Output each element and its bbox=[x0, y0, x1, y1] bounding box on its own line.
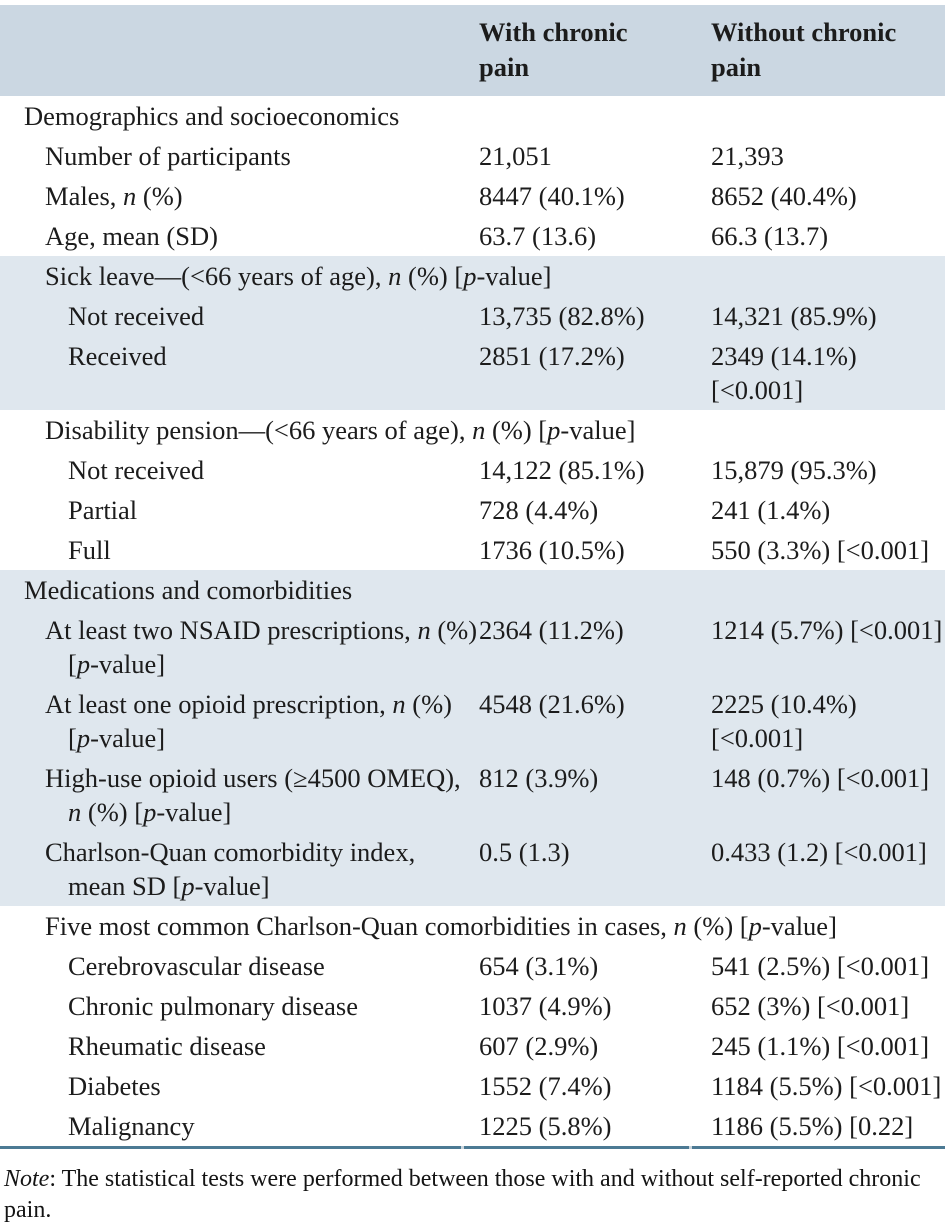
row-label: Diabetes bbox=[68, 1071, 161, 1101]
cell-without-chronic-pain: 1214 (5.7%) [<0.001] bbox=[711, 610, 945, 684]
row-label: Cerebrovascular disease bbox=[68, 951, 325, 981]
cell-without-chronic-pain: 541 (2.5%) [<0.001] bbox=[711, 951, 930, 981]
cell-without-chronic-pain: 66.3 (13.7) bbox=[711, 221, 829, 251]
row-label: Malignancy bbox=[68, 1111, 195, 1141]
cell-without-chronic-pain: 21,393 bbox=[711, 141, 784, 171]
table-row: Charlson-Quan comorbidity index, mean SD … bbox=[0, 832, 945, 906]
cell-with-chronic-pain: 607 (2.9%) bbox=[479, 1031, 599, 1061]
section-row: Disability pension—(<66 years of age), n… bbox=[0, 410, 945, 450]
table-row: Malignancy 1225 (5.8%) 1186 (5.5%) [0.22] bbox=[0, 1106, 945, 1146]
cell-without-chronic-pain: 15,879 (95.3%) bbox=[711, 455, 877, 485]
column-header-without-chronic-pain: Without chronic pain bbox=[711, 5, 945, 96]
cell-with-chronic-pain: 2364 (11.2%) bbox=[479, 610, 711, 684]
column-header-with-chronic-pain: With chronic pain bbox=[479, 5, 711, 96]
table-row: Diabetes 1552 (7.4%) 1184 (5.5%) [<0.001] bbox=[0, 1066, 945, 1106]
cell-with-chronic-pain: 8447 (40.1%) bbox=[479, 181, 625, 211]
cell-with-chronic-pain: 728 (4.4%) bbox=[479, 495, 599, 525]
cell-with-chronic-pain: 14,122 (85.1%) bbox=[479, 455, 645, 485]
cell-without-chronic-pain: 245 (1.1%) [<0.001] bbox=[711, 1031, 930, 1061]
cell-without-chronic-pain: 241 (1.4%) bbox=[711, 495, 831, 525]
cell-with-chronic-pain: 0.5 (1.3) bbox=[479, 832, 711, 906]
table-row: Number of participants 21,051 21,393 bbox=[0, 136, 945, 176]
cell-without-chronic-pain: 2225 (10.4%) [<0.001] bbox=[711, 684, 945, 758]
row-label: Medications and comorbidities bbox=[0, 570, 945, 610]
cell-with-chronic-pain: 1037 (4.9%) bbox=[479, 991, 612, 1021]
section-row: Five most common Charlson-Quan comorbidi… bbox=[0, 906, 945, 946]
table-row: Age, mean (SD) 63.7 (13.6) 66.3 (13.7) bbox=[0, 216, 945, 256]
row-label: Sick leave—(<66 years of age), n (%) [p-… bbox=[0, 256, 945, 296]
section-row: Demographics and socioeconomics bbox=[0, 96, 945, 136]
table-row: High-use opioid users (≥4500 OMEQ), n (%)… bbox=[0, 758, 945, 832]
table-row: Not received 14,122 (85.1%) 15,879 (95.3%) bbox=[0, 450, 945, 490]
row-label: Number of participants bbox=[45, 141, 291, 171]
cell-with-chronic-pain: 2851 (17.2%) bbox=[479, 336, 711, 410]
table-row: Received 2851 (17.2%) 2349 (14.1%) [<0.001… bbox=[0, 336, 945, 410]
cell-with-chronic-pain: 812 (3.9%) bbox=[479, 758, 711, 832]
cell-with-chronic-pain: 654 (3.1%) bbox=[479, 951, 599, 981]
section-row: Sick leave—(<66 years of age), n (%) [p-… bbox=[0, 256, 945, 296]
bottom-rule bbox=[0, 1146, 945, 1149]
table-body: Demographics and socioeconomics Number of… bbox=[0, 96, 945, 1146]
table-row: Chronic pulmonary disease 1037 (4.9%) 652 … bbox=[0, 986, 945, 1026]
cell-without-chronic-pain: 148 (0.7%) [<0.001] bbox=[711, 758, 945, 832]
row-label: Charlson-Quan comorbidity index, mean SD … bbox=[0, 832, 479, 906]
cell-with-chronic-pain: 63.7 (13.6) bbox=[479, 221, 597, 251]
cell-with-chronic-pain: 1736 (10.5%) bbox=[479, 535, 625, 565]
cell-with-chronic-pain: 13,735 (82.8%) bbox=[479, 296, 711, 336]
rule-column-gap bbox=[689, 1146, 692, 1149]
row-label: Not received bbox=[0, 296, 479, 336]
table-note: Note: The statistical tests were perform… bbox=[0, 1164, 945, 1226]
row-label: Demographics and socioeconomics bbox=[24, 101, 400, 131]
cell-without-chronic-pain: 0.433 (1.2) [<0.001] bbox=[711, 832, 945, 906]
row-label: High-use opioid users (≥4500 OMEQ), n (%)… bbox=[0, 758, 479, 832]
paper-table: With chronic pain Without chronic pain D… bbox=[0, 5, 945, 1146]
cell-with-chronic-pain: 21,051 bbox=[479, 141, 552, 171]
row-label: Partial bbox=[68, 495, 138, 525]
table-row: At least one opioid prescription, n (%)[… bbox=[0, 684, 945, 758]
cell-without-chronic-pain: 1184 (5.5%) [<0.001] bbox=[711, 1071, 942, 1101]
table-row: At least two NSAID prescriptions, n (%)[… bbox=[0, 610, 945, 684]
cell-without-chronic-pain: 2349 (14.1%) [<0.001] bbox=[711, 336, 945, 410]
row-label: At least one opioid prescription, n (%)[… bbox=[0, 684, 479, 758]
cell-without-chronic-pain: 1186 (5.5%) [0.22] bbox=[711, 1111, 914, 1141]
row-label: Full bbox=[68, 535, 111, 565]
row-label: Not received bbox=[68, 455, 205, 485]
row-label: Chronic pulmonary disease bbox=[68, 991, 358, 1021]
table-row: Not received 13,735 (82.8%) 14,321 (85.9%) bbox=[0, 296, 945, 336]
row-label: Age, mean (SD) bbox=[45, 221, 218, 251]
table-row: Rheumatic disease 607 (2.9%) 245 (1.1%) [<… bbox=[0, 1026, 945, 1066]
section-row: Medications and comorbidities bbox=[0, 570, 945, 610]
note-prefix: Note bbox=[4, 1166, 50, 1192]
cell-with-chronic-pain: 1552 (7.4%) bbox=[479, 1071, 612, 1101]
cell-without-chronic-pain: 8652 (40.4%) bbox=[711, 181, 857, 211]
row-label: Disability pension—(<66 years of age), n… bbox=[45, 415, 636, 445]
table-row: Males, n (%) 8447 (40.1%) 8652 (40.4%) bbox=[0, 176, 945, 216]
row-label: Males, n (%) bbox=[45, 181, 183, 211]
row-label: Five most common Charlson-Quan comorbidi… bbox=[45, 911, 837, 941]
table-row: Partial 728 (4.4%) 241 (1.4%) bbox=[0, 490, 945, 530]
rule-column-gap bbox=[461, 1146, 464, 1149]
header-row: With chronic pain Without chronic pain bbox=[0, 5, 945, 96]
table-row: Full 1736 (10.5%) 550 (3.3%) [<0.001] bbox=[0, 530, 945, 570]
note-text: : The statistical tests were performed b… bbox=[4, 1166, 921, 1223]
cell-with-chronic-pain: 4548 (21.6%) bbox=[479, 684, 711, 758]
row-label: At least two NSAID prescriptions, n (%)[… bbox=[0, 610, 479, 684]
row-label: Rheumatic disease bbox=[68, 1031, 266, 1061]
table-row: Cerebrovascular disease 654 (3.1%) 541 (2.… bbox=[0, 946, 945, 986]
cell-without-chronic-pain: 652 (3%) [<0.001] bbox=[711, 991, 910, 1021]
header-empty-cell bbox=[0, 5, 479, 96]
cell-with-chronic-pain: 1225 (5.8%) bbox=[479, 1111, 612, 1141]
cell-without-chronic-pain: 550 (3.3%) [<0.001] bbox=[711, 535, 930, 565]
row-label: Received bbox=[0, 336, 479, 410]
cell-without-chronic-pain: 14,321 (85.9%) bbox=[711, 296, 945, 336]
